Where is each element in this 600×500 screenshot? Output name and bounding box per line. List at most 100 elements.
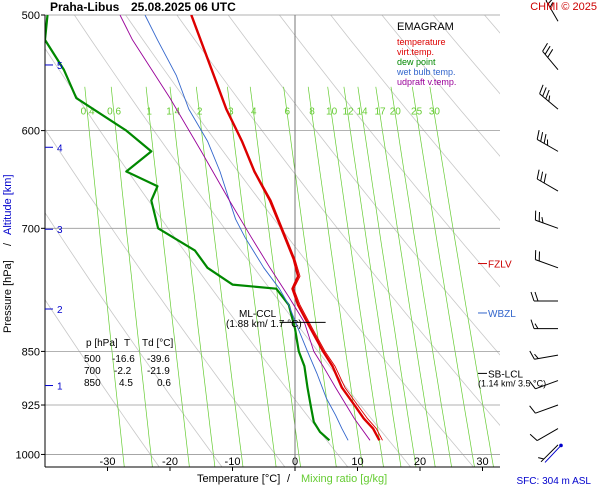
- level-sublabel: (1.14 km/ 3.5 °C): [478, 378, 546, 388]
- udpraft-v-temp-line: [119, 15, 371, 441]
- mixing-ratio-line: [390, 86, 452, 467]
- mixing-ratio-line: [307, 86, 363, 467]
- mixing-ratio-line: [145, 86, 190, 467]
- y-axis-label-altitude: Altitude [km]: [2, 174, 14, 235]
- wind-barb-shaft: [534, 354, 559, 360]
- mixing-ratio-line: [110, 86, 153, 467]
- wind-barb: [529, 350, 559, 360]
- table-cell: -2.2: [114, 366, 132, 377]
- mixing-ratio-label: 0.4: [81, 107, 95, 118]
- table-header-td: Td [°C]: [142, 338, 173, 349]
- wind-barb-feather: [544, 45, 551, 55]
- mixing-ratio-label: 12: [342, 107, 354, 118]
- y-axis-label: Pressure [hPa]: [2, 260, 14, 333]
- table-cell: -21.9: [147, 366, 170, 377]
- surface-wind-arrow: [544, 445, 562, 463]
- x-axis-title: Temperature [°C] / Mixing ratio [g/kg]: [197, 473, 387, 485]
- mixing-ratio-line: [343, 86, 402, 467]
- wind-barb: [536, 169, 559, 192]
- wind-barb-feather: [530, 319, 535, 329]
- x-axis-separator: /: [287, 473, 291, 485]
- wind-barb-feather: [547, 0, 553, 5]
- mixing-ratio-line: [327, 86, 384, 467]
- wind-barb-feather: [538, 457, 545, 460]
- table-cell: 0.6: [157, 378, 171, 389]
- table-cell: -39.6: [147, 354, 170, 365]
- y-axis-title: Pressure [hPa] / Altitude [km]: [2, 174, 14, 333]
- wind-barb: [539, 84, 559, 110]
- x-tick-label: 30: [476, 456, 488, 468]
- table-cell: -16.6: [112, 354, 135, 365]
- y-tick-label: 925: [22, 400, 40, 412]
- mixing-ratio-line: [169, 86, 216, 467]
- table-cell: 500: [84, 354, 101, 365]
- grid: [45, 14, 500, 467]
- mixing-ratio-line: [375, 86, 436, 467]
- wind-barb: [530, 291, 559, 302]
- mixing-ratio-label: 20: [390, 107, 402, 118]
- mixing-ratio-label: 25: [411, 107, 423, 118]
- mixing-ratio-line: [195, 86, 244, 467]
- wind-barb-feather: [542, 87, 547, 97]
- y-tick-label: 600: [22, 126, 40, 138]
- x-tick-label: 0: [292, 456, 298, 468]
- wind-barb: [542, 42, 559, 70]
- mixing-ratio-label: 4: [251, 107, 257, 118]
- legend-entry: udpraft v.temp.: [397, 77, 456, 87]
- wind-barb-feather: [529, 380, 536, 390]
- mixing-ratio-label: 0.6: [107, 107, 121, 118]
- wind-barb-shaft: [535, 380, 559, 390]
- table-cell: 4.5: [119, 378, 133, 389]
- chart-title: EMAGRAM: [397, 21, 454, 33]
- x-tick-label: -10: [225, 456, 241, 468]
- ml-ccl-sub: (1.88 km/ 1.7 °C): [226, 319, 302, 330]
- wind-barb: [529, 380, 559, 390]
- mixing-ratio-label: 8: [309, 107, 315, 118]
- legend-entry: temperature: [397, 37, 446, 47]
- x-axis-label: Temperature [°C]: [197, 473, 280, 485]
- wind-barb-shaft: [536, 428, 559, 442]
- surface-elevation: SFC: 304 m ASL: [517, 476, 592, 487]
- wind-barb-shaft: [542, 50, 559, 70]
- wind-barb-feather: [543, 173, 547, 184]
- level-label: SB-LCL: [488, 369, 523, 380]
- y-tick-label: 850: [22, 346, 40, 358]
- wind-barb: [536, 129, 559, 152]
- wind-barb-feather: [534, 323, 539, 329]
- table-cell: 700: [84, 366, 101, 377]
- table-header-t: T: [124, 338, 130, 349]
- dry-adiabat-line: [74, 15, 411, 467]
- wind-barbs: [529, 0, 563, 463]
- wind-barb-feather: [534, 291, 539, 302]
- mixing-ratio-label: 3: [228, 107, 234, 118]
- wind-barb-feather: [543, 133, 547, 144]
- x-axis-label-mixing: Mixing ratio [g/kg]: [301, 473, 387, 485]
- wind-barb-shaft: [535, 404, 559, 414]
- level-markers: FZLV WBZL SB-LCL(1.14 km/ 3.5 °C): [279, 260, 546, 388]
- dry-adiabat-line: [45, 299, 160, 467]
- wind-barb-feather: [545, 89, 550, 99]
- level-label: WBZL: [488, 309, 516, 320]
- mixing-ratio-label: 30: [429, 107, 441, 118]
- wind-barb: [529, 428, 559, 442]
- temperature-line: [190, 15, 381, 441]
- mixing-ratio-label: 6: [285, 107, 291, 118]
- dry-adiabat-line: [45, 47, 349, 467]
- sounding-series: [45, 15, 383, 442]
- legend-entry: virt.temp.: [397, 47, 434, 57]
- wind-barb-feather: [529, 405, 536, 414]
- mixing-ratio-label: 1: [146, 107, 152, 118]
- table-header-p: p [hPa]: [86, 338, 118, 349]
- station-name: Praha-Libus: [50, 0, 120, 14]
- mixing-ratio-line: [357, 86, 417, 467]
- altitude-tick-label: 5: [57, 61, 63, 72]
- altitude-tick-label: 2: [57, 305, 63, 316]
- mixing-ratio-line: [227, 86, 277, 467]
- wet-bulb-temp-line: [144, 15, 349, 441]
- wind-barb-feather: [540, 131, 544, 142]
- wind-barb-feather: [542, 42, 548, 52]
- legend-entry: dew point: [397, 57, 436, 67]
- mixing-ratio-line: [84, 86, 125, 467]
